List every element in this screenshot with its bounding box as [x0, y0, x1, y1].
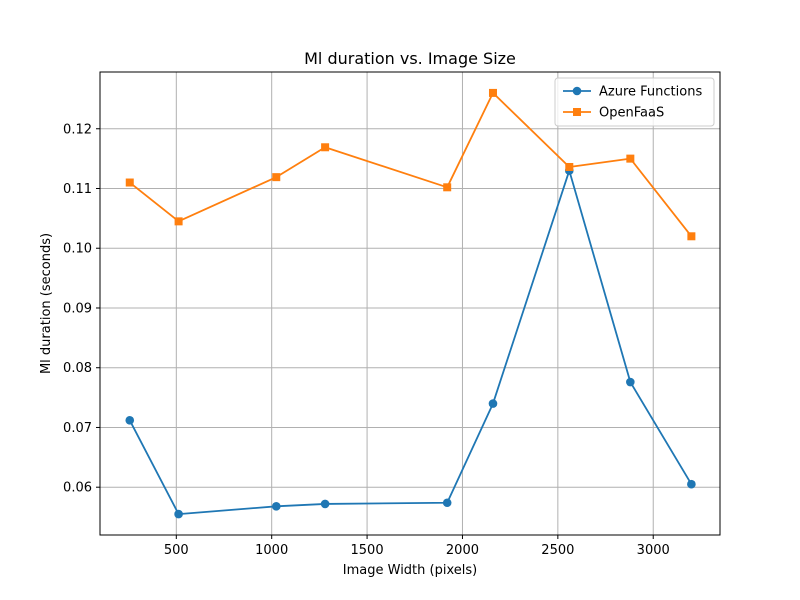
data-point [442, 498, 452, 508]
x-tick-label: 1000 [255, 543, 288, 558]
data-point [626, 154, 635, 163]
plot-frame [99, 71, 721, 536]
x-tick-label: 1500 [351, 543, 384, 558]
legend-marker [573, 108, 581, 116]
y-tick-label: 0.08 [63, 361, 92, 376]
data-point [626, 377, 635, 387]
grid [100, 72, 720, 535]
data-point [565, 162, 574, 171]
x-tick-label: 3000 [637, 543, 670, 558]
legend-box [554, 77, 715, 127]
data-point [488, 399, 498, 408]
y-tick-label: 0.12 [63, 122, 92, 137]
data-point [320, 499, 330, 509]
ticks: 500 1000 1500 2000 2500 3000 0.06 0.07 0.08 0.09 0… [63, 122, 670, 558]
y-tick-label: 0.07 [63, 421, 92, 436]
series-layer [125, 88, 696, 519]
data-point [443, 183, 452, 192]
legend-marker [572, 86, 582, 96]
y-axis-title: Ml duration (seconds) [39, 233, 54, 374]
data-point [272, 173, 281, 182]
data-point [271, 502, 281, 511]
y-tick-label: 0.06 [63, 481, 92, 496]
legend-item: Azure Functions [563, 85, 702, 100]
chart-title: Ml duration vs. Image Size [304, 49, 516, 68]
data-point [125, 178, 134, 187]
legend-label: Azure Functions [599, 85, 702, 100]
data-point [321, 143, 330, 152]
x-tick-label: 500 [164, 543, 189, 558]
series-openfaas [125, 88, 696, 241]
legend-label: OpenFaaS [599, 106, 664, 121]
x-tick-label: 2000 [446, 543, 479, 558]
x-tick-label: 2500 [541, 543, 574, 558]
data-point [174, 509, 183, 519]
y-tick-label: 0.11 [63, 182, 92, 197]
x-axis-title: Image Width (pixels) [343, 563, 477, 578]
data-point [174, 217, 183, 226]
data-point [687, 479, 696, 489]
y-tick-label: 0.10 [63, 242, 92, 257]
data-point [125, 415, 135, 425]
series-azure-functions [125, 166, 696, 519]
data-point [488, 88, 497, 97]
legend: Azure Functions OpenFaaS [554, 77, 715, 127]
legend-item: OpenFaaS [563, 106, 664, 121]
data-point [687, 232, 696, 241]
y-tick-label: 0.09 [63, 301, 92, 316]
